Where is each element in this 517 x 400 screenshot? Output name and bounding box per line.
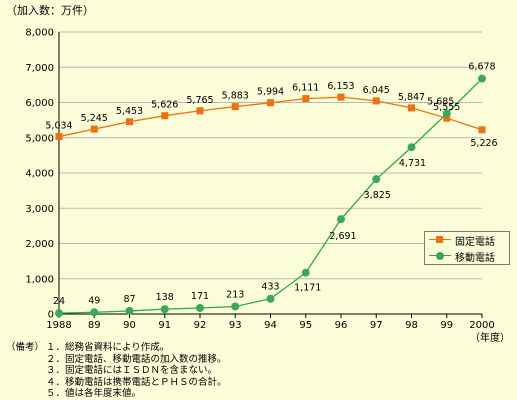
data-point-mobile xyxy=(478,74,486,83)
x-tick-label: 99 xyxy=(440,320,453,331)
data-label-mobile: 1,171 xyxy=(294,283,321,294)
note-item: ３．固定電話にはＩＳＤＮを含まない。 xyxy=(46,365,218,376)
data-label-fixed: 5,994 xyxy=(257,87,284,98)
data-label-fixed: 5,245 xyxy=(81,113,108,124)
note-item: １．総務省資料により作成。 xyxy=(46,342,170,353)
data-label-fixed: 5,626 xyxy=(151,100,178,111)
data-label-fixed: 5,226 xyxy=(470,138,497,149)
data-label-mobile: 138 xyxy=(156,292,174,303)
legend-label-fixed: 固定電話 xyxy=(455,236,495,248)
data-point-mobile xyxy=(125,306,134,315)
data-label-mobile: 171 xyxy=(191,291,209,302)
data-point-mobile xyxy=(372,175,381,184)
data-point-fixed xyxy=(408,104,415,112)
x-tick-label: 96 xyxy=(335,320,348,331)
legend: 固定電話 移動電話 xyxy=(424,231,510,265)
x-tick-label: 89 xyxy=(88,320,101,331)
x-tick-label: 97 xyxy=(370,320,383,331)
data-point-fixed xyxy=(302,95,310,103)
x-tick-label: 1988 xyxy=(46,320,71,331)
data-label-mobile: 4,731 xyxy=(399,158,426,169)
y-unit-label: （加入数：万件） xyxy=(6,4,94,17)
data-label-mobile: 433 xyxy=(261,282,279,293)
data-label-mobile: 2,691 xyxy=(329,231,356,242)
note-item: ２．固定電話、移動電話の加入数の推移。 xyxy=(46,353,227,365)
data-point-mobile xyxy=(442,109,451,118)
data-point-mobile xyxy=(337,215,345,224)
legend-item-fixed: 固定電話 xyxy=(425,232,509,248)
data-label-mobile: 87 xyxy=(123,294,135,305)
data-label-mobile: 49 xyxy=(88,295,100,306)
y-tick-label: 6,000 xyxy=(25,98,54,109)
data-point-fixed xyxy=(267,99,274,107)
data-label-fixed: 5,555 xyxy=(433,102,460,113)
y-tick-label: 1,000 xyxy=(25,274,54,285)
data-point-fixed xyxy=(126,118,133,126)
data-point-mobile xyxy=(301,268,310,277)
data-label-mobile: 3,825 xyxy=(364,190,391,201)
y-tick-label: 0 xyxy=(48,310,54,321)
x-tick-label: 91 xyxy=(158,320,171,331)
x-tick-label: 98 xyxy=(405,320,418,331)
data-label-fixed: 6,153 xyxy=(327,81,354,92)
data-point-fixed xyxy=(196,107,204,115)
data-point-mobile xyxy=(196,303,204,312)
x-unit-label: （年度） xyxy=(470,333,510,344)
notes-list: １．総務省資料により作成。 ２．固定電話、移動電話の加入数の推移。 ３．固定電話… xyxy=(46,342,227,400)
x-tick-label: 2000 xyxy=(469,320,494,331)
note-item: ５．値は各年度末値。 xyxy=(46,388,142,399)
data-label-fixed: 5,034 xyxy=(45,121,72,132)
data-point-mobile xyxy=(407,143,416,152)
data-label-mobile: 5,685 xyxy=(427,97,454,108)
x-tick-label: 94 xyxy=(264,320,277,331)
y-tick-label: 7,000 xyxy=(25,63,54,74)
data-label-mobile: 6,678 xyxy=(468,62,495,73)
data-point-mobile xyxy=(160,305,169,314)
legend-marker-mobile xyxy=(429,251,451,261)
data-label-fixed: 5,883 xyxy=(222,91,249,102)
data-label-fixed: 5,453 xyxy=(116,106,143,117)
data-point-mobile xyxy=(55,309,63,318)
data-point-fixed xyxy=(55,133,63,141)
data-label-fixed: 5,847 xyxy=(398,92,425,103)
legend-item-mobile: 移動電話 xyxy=(425,248,509,264)
data-point-mobile xyxy=(231,302,240,311)
x-tick-label: 90 xyxy=(123,320,136,331)
legend-circle-marker xyxy=(436,252,444,260)
legend-square-marker xyxy=(436,236,443,243)
data-point-fixed xyxy=(443,114,451,122)
x-tick-label: 95 xyxy=(299,320,312,331)
y-tick-label: 4,000 xyxy=(25,169,54,180)
data-point-mobile xyxy=(266,294,275,303)
data-point-fixed xyxy=(161,112,169,120)
y-tick-label: 8,000 xyxy=(25,28,54,39)
y-tick-label: 3,000 xyxy=(25,204,54,215)
y-tick-label: 5,000 xyxy=(25,133,54,144)
data-label-fixed: 6,111 xyxy=(292,83,319,94)
data-point-fixed xyxy=(90,125,98,133)
notes-heading: （備考） xyxy=(6,342,45,353)
data-label-mobile: 213 xyxy=(226,289,244,300)
data-label-fixed: 5,765 xyxy=(186,95,213,106)
data-label-fixed: 6,045 xyxy=(363,85,390,96)
data-point-mobile xyxy=(90,308,99,317)
data-point-fixed xyxy=(478,126,486,134)
data-point-fixed xyxy=(372,97,380,105)
data-label-mobile: 24 xyxy=(53,296,65,307)
data-point-fixed xyxy=(231,103,239,111)
legend-label-mobile: 移動電話 xyxy=(455,252,495,264)
x-tick-label: 92 xyxy=(194,320,207,331)
legend-marker-fixed xyxy=(429,235,451,245)
y-tick-label: 2,000 xyxy=(25,239,54,250)
x-tick-label: 93 xyxy=(229,320,242,331)
note-item: ４．移動電話は携帯電話とＰＨＳの合計。 xyxy=(46,376,227,388)
data-point-fixed xyxy=(337,93,345,101)
